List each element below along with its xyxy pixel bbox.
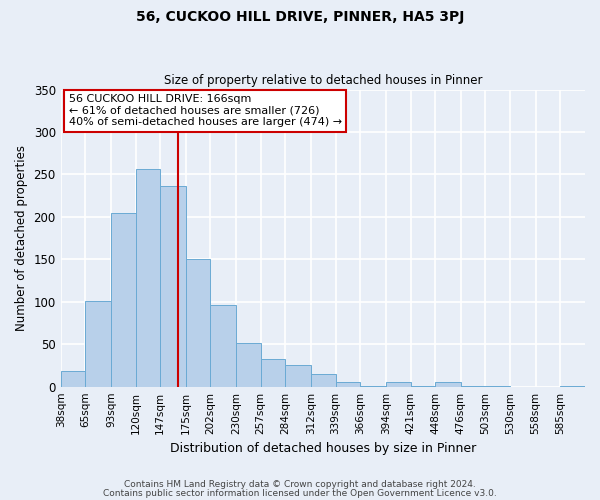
Bar: [261, 358, 286, 386]
Bar: [386, 382, 410, 386]
Text: 56 CUCKOO HILL DRIVE: 166sqm
← 61% of detached houses are smaller (726)
40% of s: 56 CUCKOO HILL DRIVE: 166sqm ← 61% of de…: [68, 94, 341, 127]
Bar: [111, 212, 136, 386]
Bar: [335, 382, 360, 386]
Bar: [186, 260, 211, 386]
Y-axis label: Number of detached properties: Number of detached properties: [15, 145, 28, 331]
Title: Size of property relative to detached houses in Pinner: Size of property relative to detached ho…: [164, 74, 482, 87]
Bar: [61, 370, 85, 386]
Bar: [85, 301, 111, 386]
Bar: [136, 168, 160, 386]
Bar: [160, 186, 186, 386]
Bar: [311, 374, 335, 386]
Text: Contains HM Land Registry data © Crown copyright and database right 2024.: Contains HM Land Registry data © Crown c…: [124, 480, 476, 489]
Text: Contains public sector information licensed under the Open Government Licence v3: Contains public sector information licen…: [103, 488, 497, 498]
Bar: [435, 382, 461, 386]
Bar: [286, 364, 311, 386]
X-axis label: Distribution of detached houses by size in Pinner: Distribution of detached houses by size …: [170, 442, 476, 455]
Text: 56, CUCKOO HILL DRIVE, PINNER, HA5 3PJ: 56, CUCKOO HILL DRIVE, PINNER, HA5 3PJ: [136, 10, 464, 24]
Bar: [236, 342, 261, 386]
Bar: [211, 305, 236, 386]
